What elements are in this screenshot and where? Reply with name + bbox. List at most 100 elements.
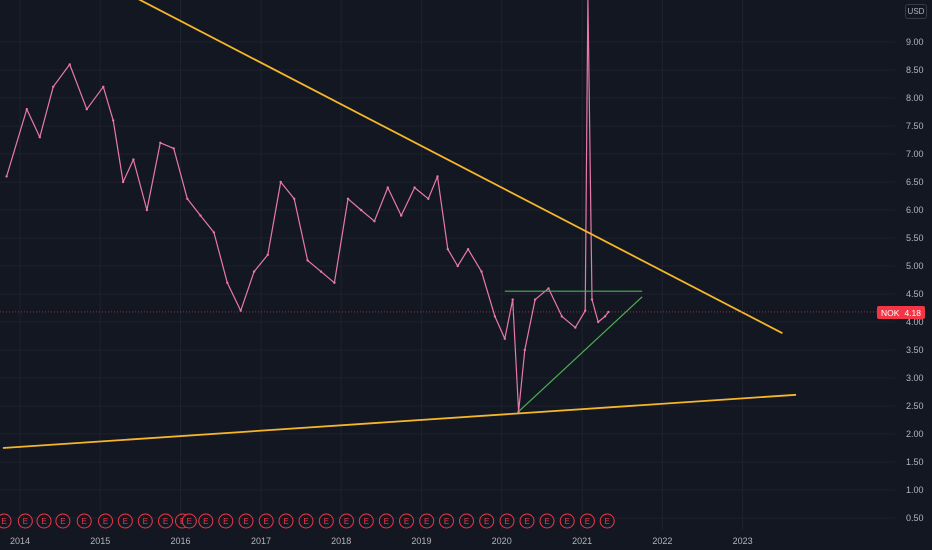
price-tag-symbol: NOK bbox=[881, 308, 900, 318]
price-point bbox=[523, 348, 526, 352]
price-point bbox=[293, 197, 296, 200]
price-point bbox=[493, 315, 497, 318]
y-axis[interactable]: 9.00 8.50 8.00 7.50 7.00 6.50 6.00 5.50 5.00 4.50… bbox=[906, 37, 924, 523]
x-tick-label: 2018 bbox=[331, 536, 351, 546]
earnings-circle bbox=[158, 513, 173, 529]
price-tag-value: 4.18 bbox=[904, 308, 921, 318]
earnings-label: E bbox=[23, 517, 28, 526]
price-line bbox=[6, 0, 609, 413]
earnings-marker[interactable]: E bbox=[117, 513, 133, 529]
earnings-marker[interactable]: E bbox=[98, 513, 113, 529]
y-tick-label: 2.50 bbox=[906, 401, 924, 411]
earnings-label: E bbox=[544, 517, 549, 526]
price-point bbox=[145, 208, 149, 212]
x-tick-label: 2014 bbox=[10, 536, 30, 546]
earnings-marker[interactable]: E bbox=[479, 513, 495, 529]
price-point bbox=[597, 320, 600, 324]
earnings-circle bbox=[198, 513, 214, 529]
price-point bbox=[5, 175, 8, 178]
earnings-label: E bbox=[585, 517, 590, 526]
earnings-circle bbox=[98, 513, 113, 529]
earnings-circle bbox=[579, 513, 595, 529]
earnings-marker[interactable]: E bbox=[298, 513, 314, 529]
price-point bbox=[172, 147, 175, 150]
triangle-line bbox=[518, 296, 643, 413]
earnings-circle bbox=[499, 513, 515, 529]
earnings-label: E bbox=[187, 517, 192, 526]
y-tick-label: 9.00 bbox=[906, 37, 924, 47]
earnings-marker[interactable]: E bbox=[76, 513, 92, 529]
x-axis[interactable]: 2014 2015 2016 2017 2018 2019 2020 2021 2022 2023 bbox=[10, 536, 753, 546]
earnings-marker[interactable]: E bbox=[579, 513, 595, 529]
earnings-marker[interactable]: E bbox=[278, 513, 294, 529]
currency-label[interactable]: USD bbox=[905, 4, 927, 19]
earnings-marker[interactable]: E bbox=[181, 513, 197, 529]
earnings-circle bbox=[36, 513, 52, 529]
price-point bbox=[603, 315, 607, 318]
price-point bbox=[306, 259, 309, 262]
earnings-marker[interactable]: E bbox=[499, 513, 515, 529]
earnings-circle bbox=[559, 513, 575, 529]
price-point bbox=[212, 231, 216, 234]
earnings-label: E bbox=[605, 517, 610, 526]
earnings-circle bbox=[238, 513, 254, 529]
price-point bbox=[400, 214, 403, 217]
earnings-marker[interactable]: E bbox=[519, 513, 535, 529]
earnings-marker[interactable]: E bbox=[55, 513, 71, 529]
earnings-markers[interactable]: EEEEEEEEEEEEEEEEEEEEEEEEEEEEEEEE bbox=[0, 513, 615, 529]
earnings-marker[interactable]: E bbox=[218, 513, 234, 529]
trendline bbox=[2, 393, 797, 449]
y-tick-label: 4.00 bbox=[906, 317, 924, 327]
earnings-circle bbox=[76, 513, 92, 529]
earnings-label: E bbox=[41, 517, 46, 526]
earnings-label: E bbox=[123, 517, 128, 526]
price-point bbox=[480, 270, 483, 273]
price-point bbox=[319, 270, 323, 273]
earnings-marker[interactable]: E bbox=[17, 513, 33, 529]
x-tick-label: 2019 bbox=[411, 536, 431, 546]
earnings-marker[interactable]: E bbox=[198, 513, 214, 529]
price-point bbox=[503, 337, 506, 340]
earnings-circle bbox=[599, 513, 615, 529]
price-point bbox=[446, 248, 449, 251]
price-point bbox=[38, 136, 41, 139]
earnings-marker[interactable]: E bbox=[339, 513, 354, 529]
price-point bbox=[333, 281, 336, 284]
x-tick-label: 2023 bbox=[733, 536, 753, 546]
earnings-marker[interactable]: E bbox=[0, 513, 12, 529]
earnings-marker[interactable]: E bbox=[539, 513, 555, 529]
price-point bbox=[590, 298, 594, 301]
earnings-marker[interactable]: E bbox=[158, 513, 173, 529]
price-point bbox=[373, 220, 376, 223]
x-tick-label: 2020 bbox=[492, 536, 512, 546]
y-tick-label: 3.00 bbox=[906, 373, 924, 383]
earnings-marker[interactable]: E bbox=[137, 513, 153, 529]
price-point bbox=[121, 180, 125, 184]
earnings-marker[interactable]: E bbox=[36, 513, 52, 529]
price-point bbox=[607, 310, 610, 314]
earnings-label: E bbox=[504, 517, 509, 526]
drawing-annotations[interactable] bbox=[2, 0, 797, 449]
y-tick-label: 8.50 bbox=[906, 65, 924, 75]
earnings-marker[interactable]: E bbox=[238, 513, 254, 529]
earnings-marker[interactable]: E bbox=[378, 513, 394, 529]
earnings-marker[interactable]: E bbox=[419, 513, 435, 529]
y-tick-label: 6.50 bbox=[906, 177, 924, 187]
earnings-label: E bbox=[384, 517, 389, 526]
price-point bbox=[68, 63, 71, 66]
earnings-label: E bbox=[344, 517, 349, 526]
price-point bbox=[359, 208, 363, 212]
earnings-marker[interactable]: E bbox=[358, 513, 374, 529]
price-point bbox=[574, 326, 577, 329]
earnings-marker[interactable]: E bbox=[439, 513, 454, 529]
earnings-marker[interactable]: E bbox=[559, 513, 575, 529]
earnings-circle bbox=[479, 513, 495, 529]
earnings-marker[interactable]: E bbox=[258, 513, 274, 529]
earnings-marker[interactable]: E bbox=[599, 513, 615, 529]
earnings-marker[interactable]: E bbox=[318, 513, 334, 529]
earnings-marker[interactable]: E bbox=[459, 513, 474, 529]
price-point bbox=[547, 287, 550, 290]
earnings-circle bbox=[378, 513, 394, 529]
earnings-marker[interactable]: E bbox=[399, 513, 414, 529]
